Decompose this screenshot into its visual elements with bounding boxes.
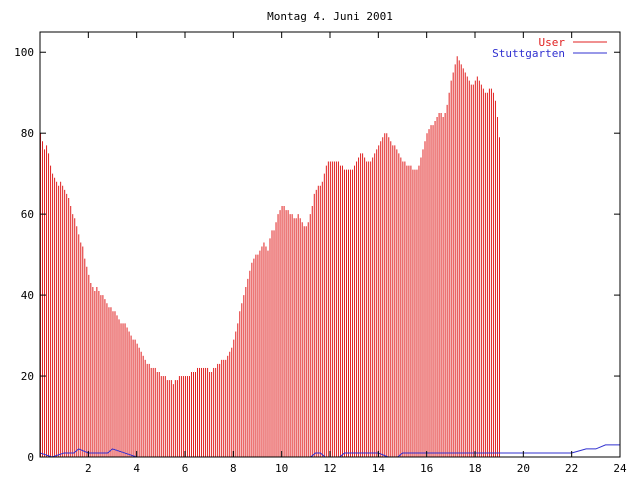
- y-tick-label: 100: [14, 46, 34, 59]
- x-tick-label: 4: [133, 462, 140, 475]
- x-tick-label: 20: [517, 462, 530, 475]
- x-tick-label: 10: [275, 462, 288, 475]
- y-tick-label: 60: [21, 208, 34, 221]
- y-tick-label: 0: [27, 451, 34, 464]
- y-tick-label: 20: [21, 370, 34, 383]
- x-tick-label: 16: [420, 462, 433, 475]
- y-tick-label: 80: [21, 127, 34, 140]
- chart-title: Montag 4. Juni 2001: [267, 10, 393, 23]
- x-tick-label: 18: [468, 462, 481, 475]
- x-tick-label: 6: [182, 462, 189, 475]
- x-tick-label: 22: [565, 462, 578, 475]
- legend-label: Stuttgarten: [492, 47, 565, 60]
- user-bars-group: [40, 56, 500, 457]
- x-tick-label: 24: [613, 462, 627, 475]
- x-tick-label: 14: [372, 462, 386, 475]
- y-tick-label: 40: [21, 289, 34, 302]
- x-tick-label: 8: [230, 462, 237, 475]
- x-tick-label: 2: [85, 462, 92, 475]
- legend-label: User: [539, 36, 566, 49]
- x-tick-label: 12: [323, 462, 336, 475]
